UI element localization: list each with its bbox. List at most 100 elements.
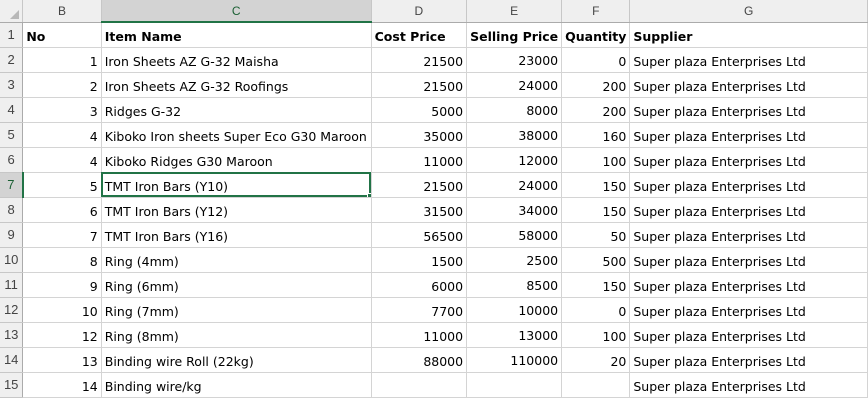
- cell-item-name[interactable]: Kiboko Ridges G30 Maroon: [101, 147, 372, 173]
- row-header[interactable]: 15: [0, 372, 24, 398]
- cell-supplier[interactable]: Super plaza Enterprises Ltd: [629, 172, 868, 198]
- cell-selling-price[interactable]: 10000: [466, 297, 563, 323]
- header-cell-item-name[interactable]: Item Name: [101, 22, 372, 48]
- cell-item-name[interactable]: Ring (4mm): [101, 247, 372, 273]
- cell-cost-price[interactable]: 11000: [371, 322, 468, 348]
- cell-quantity[interactable]: 100: [561, 322, 631, 348]
- cell-quantity[interactable]: 100: [561, 147, 631, 173]
- cell-supplier[interactable]: Super plaza Enterprises Ltd: [629, 297, 868, 323]
- cell-no[interactable]: 4: [22, 147, 102, 173]
- cell-no[interactable]: 4: [22, 122, 102, 148]
- cell-no[interactable]: 13: [22, 347, 102, 373]
- row-header[interactable]: 2: [0, 47, 24, 73]
- cell-supplier[interactable]: Super plaza Enterprises Ltd: [629, 97, 868, 123]
- cell-selling-price[interactable]: 2500: [466, 247, 563, 273]
- row-header[interactable]: 9: [0, 222, 24, 248]
- column-header-g[interactable]: G: [629, 0, 868, 23]
- cell-cost-price[interactable]: [371, 372, 468, 398]
- cell-selling-price[interactable]: 8000: [466, 97, 563, 123]
- cell-item-name[interactable]: Ring (8mm): [101, 322, 372, 348]
- cell-item-name[interactable]: Iron Sheets AZ G-32 Maisha: [101, 47, 372, 73]
- cell-quantity[interactable]: 200: [561, 97, 631, 123]
- row-header[interactable]: 5: [0, 122, 24, 148]
- row-header[interactable]: 8: [0, 197, 24, 223]
- cell-no[interactable]: 9: [22, 272, 102, 298]
- cell-quantity[interactable]: [561, 372, 631, 398]
- cell-no[interactable]: 6: [22, 197, 102, 223]
- row-header[interactable]: 3: [0, 72, 24, 98]
- cell-quantity[interactable]: 0: [561, 47, 631, 73]
- cell-item-name[interactable]: Kiboko Iron sheets Super Eco G30 Maroon: [101, 122, 372, 148]
- cell-no[interactable]: 12: [22, 322, 102, 348]
- cell-quantity[interactable]: 160: [561, 122, 631, 148]
- fill-handle[interactable]: [366, 192, 371, 196]
- cell-no[interactable]: 14: [22, 372, 102, 398]
- cell-supplier[interactable]: Super plaza Enterprises Ltd: [629, 247, 868, 273]
- cell-selling-price[interactable]: 12000: [466, 147, 563, 173]
- cell-no[interactable]: 3: [22, 97, 102, 123]
- cell-selling-price[interactable]: [466, 372, 563, 398]
- cell-quantity[interactable]: 150: [561, 197, 631, 223]
- cell-supplier[interactable]: Super plaza Enterprises Ltd: [629, 372, 868, 398]
- cell-supplier[interactable]: Super plaza Enterprises Ltd: [629, 122, 868, 148]
- column-header-e[interactable]: E: [466, 0, 563, 23]
- column-header-c[interactable]: C: [101, 0, 372, 23]
- cell-selling-price[interactable]: 38000: [466, 122, 563, 148]
- cell-cost-price[interactable]: 88000: [371, 347, 468, 373]
- cell-no[interactable]: 10: [22, 297, 102, 323]
- cell-selling-price[interactable]: 13000: [466, 322, 563, 348]
- cell-item-name[interactable]: TMT Iron Bars (Y16): [101, 222, 372, 248]
- column-header-b[interactable]: B: [22, 0, 102, 23]
- cell-quantity[interactable]: 150: [561, 272, 631, 298]
- active-cell[interactable]: TMT Iron Bars (Y10): [101, 172, 372, 198]
- row-header[interactable]: 4: [0, 97, 24, 123]
- cell-supplier[interactable]: Super plaza Enterprises Ltd: [629, 347, 868, 373]
- cell-selling-price[interactable]: 8500: [466, 272, 563, 298]
- row-header[interactable]: 14: [0, 347, 24, 373]
- row-header[interactable]: 1: [0, 22, 24, 48]
- cell-selling-price[interactable]: 58000: [466, 222, 563, 248]
- row-header[interactable]: 7: [0, 172, 24, 198]
- cell-cost-price[interactable]: 35000: [371, 122, 468, 148]
- row-header[interactable]: 13: [0, 322, 24, 348]
- header-cell-no[interactable]: No: [22, 22, 102, 48]
- cell-cost-price[interactable]: 21500: [371, 172, 468, 198]
- cell-cost-price[interactable]: 21500: [371, 72, 468, 98]
- cell-no[interactable]: 1: [22, 47, 102, 73]
- header-cell-cost-price[interactable]: Cost Price: [371, 22, 468, 48]
- row-header[interactable]: 12: [0, 297, 24, 323]
- cell-cost-price[interactable]: 11000: [371, 147, 468, 173]
- cell-no[interactable]: 5: [22, 172, 102, 198]
- column-header-d[interactable]: D: [371, 0, 468, 23]
- column-header-f[interactable]: F: [561, 0, 631, 23]
- cell-quantity[interactable]: 150: [561, 172, 631, 198]
- header-cell-quantity[interactable]: Quantity: [561, 22, 631, 48]
- cell-supplier[interactable]: Super plaza Enterprises Ltd: [629, 322, 868, 348]
- cell-cost-price[interactable]: 6000: [371, 272, 468, 298]
- cell-selling-price[interactable]: 23000: [466, 47, 563, 73]
- cell-cost-price[interactable]: 21500: [371, 47, 468, 73]
- cell-quantity[interactable]: 0: [561, 297, 631, 323]
- cell-quantity[interactable]: 200: [561, 72, 631, 98]
- cell-quantity[interactable]: 20: [561, 347, 631, 373]
- cell-selling-price[interactable]: 34000: [466, 197, 563, 223]
- cell-item-name[interactable]: Binding wire Roll (22kg): [101, 347, 372, 373]
- cell-no[interactable]: 7: [22, 222, 102, 248]
- cell-cost-price[interactable]: 31500: [371, 197, 468, 223]
- row-header[interactable]: 10: [0, 247, 24, 273]
- cell-cost-price[interactable]: 7700: [371, 297, 468, 323]
- cell-quantity[interactable]: 500: [561, 247, 631, 273]
- header-cell-supplier[interactable]: Supplier: [629, 22, 868, 48]
- cell-supplier[interactable]: Super plaza Enterprises Ltd: [629, 47, 868, 73]
- row-header[interactable]: 11: [0, 272, 24, 298]
- cell-cost-price[interactable]: 1500: [371, 247, 468, 273]
- cell-supplier[interactable]: Super plaza Enterprises Ltd: [629, 72, 868, 98]
- cell-item-name[interactable]: Iron Sheets AZ G-32 Roofings: [101, 72, 372, 98]
- cell-item-name[interactable]: Binding wire/kg: [101, 372, 372, 398]
- cell-supplier[interactable]: Super plaza Enterprises Ltd: [629, 197, 868, 223]
- header-cell-selling-price[interactable]: Selling Price: [466, 22, 563, 48]
- cell-selling-price[interactable]: 110000: [466, 347, 563, 373]
- cell-selling-price[interactable]: 24000: [466, 172, 563, 198]
- cell-item-name[interactable]: Ring (7mm): [101, 297, 372, 323]
- cell-item-name[interactable]: TMT Iron Bars (Y12): [101, 197, 372, 223]
